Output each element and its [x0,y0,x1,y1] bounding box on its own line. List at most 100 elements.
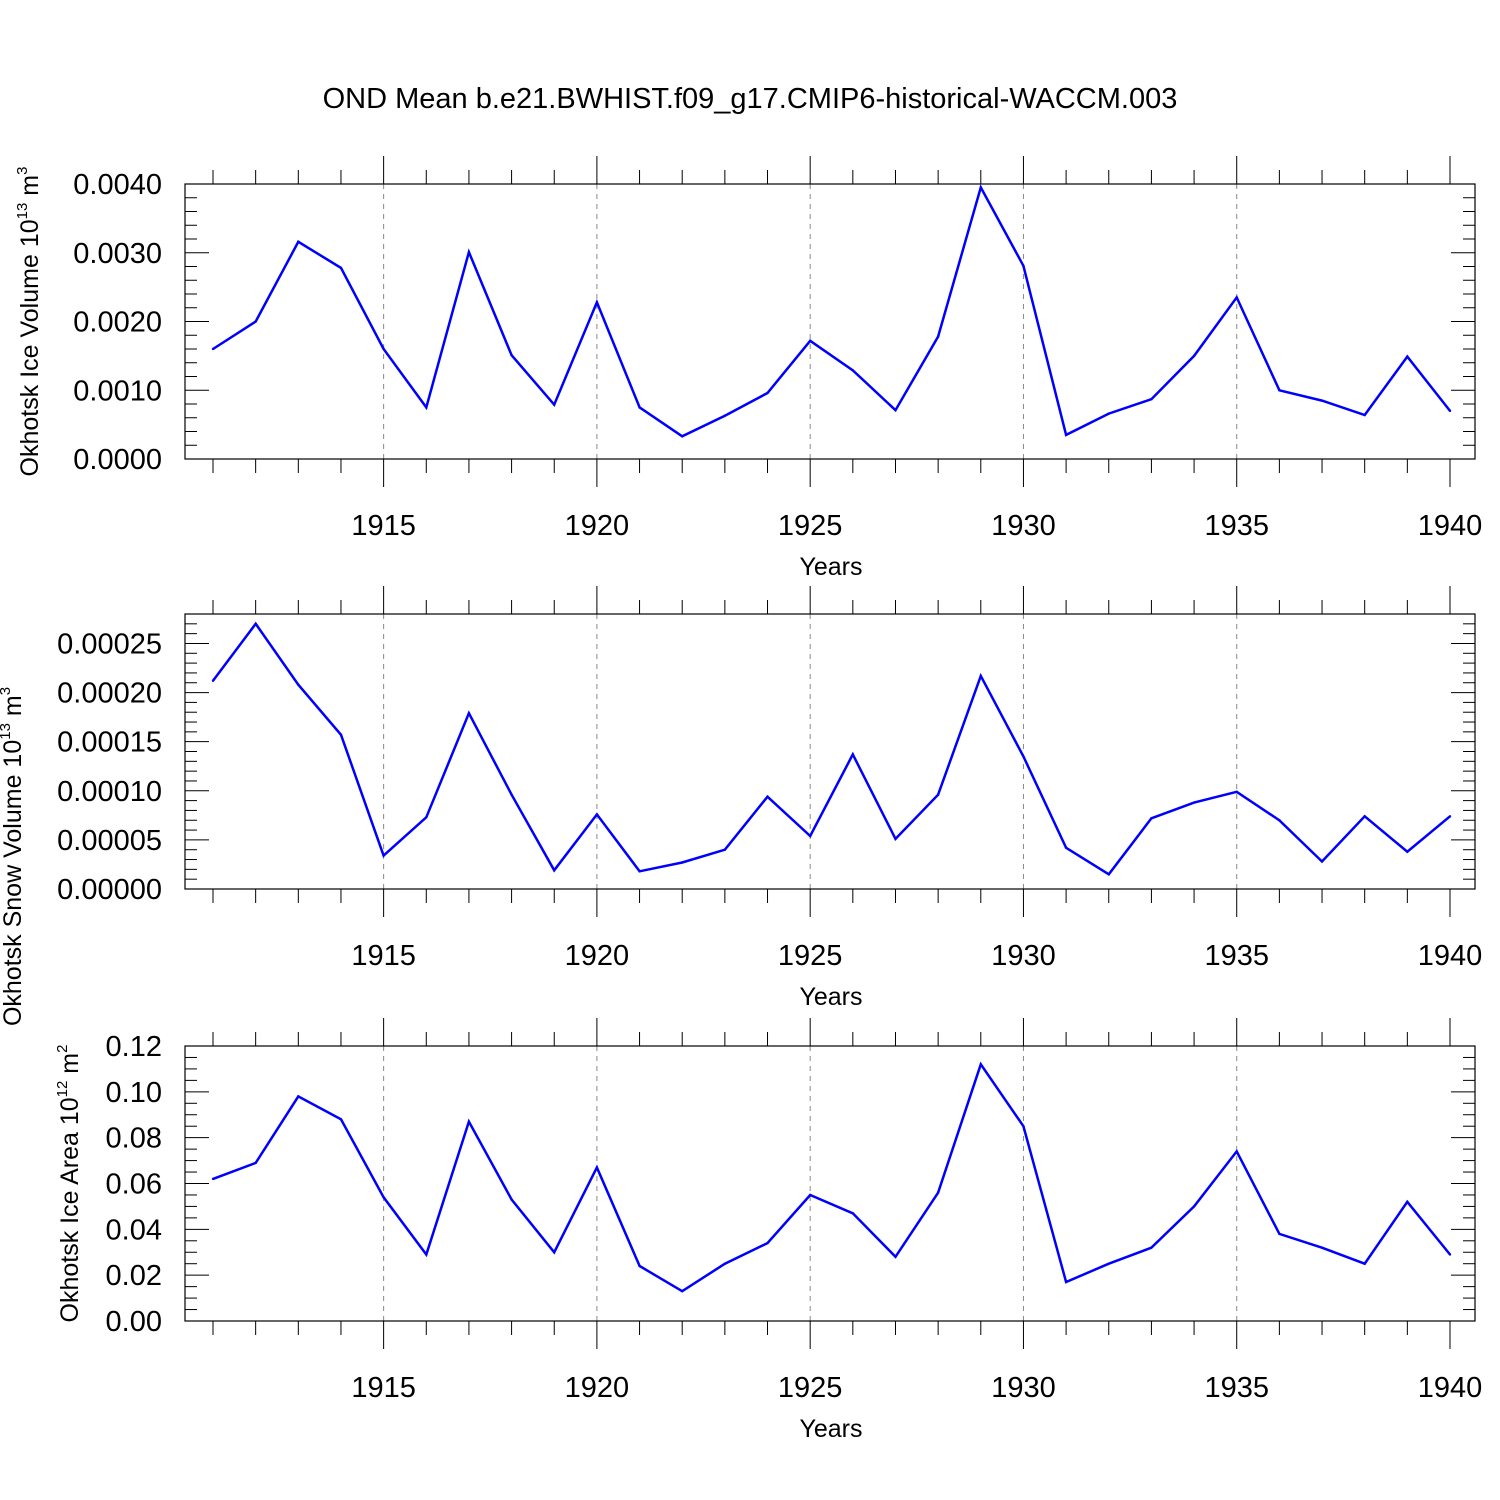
x-tick-label: 1915 [351,940,416,972]
y-tick-label: 0.00010 [57,776,162,808]
data-point [339,266,343,270]
data-point [595,301,599,304]
data-point [1150,1246,1153,1249]
data-point [425,406,428,409]
data-point [808,1193,812,1197]
data-point [1107,1262,1110,1265]
data-point [382,347,385,351]
y-tick-label: 0.12 [106,1031,162,1063]
x-tick-label: 1925 [778,510,843,542]
y-axis-label-unit-exponent: 3 [14,167,31,175]
data-point [894,837,897,841]
y-axis-label-unit-exponent: 3 [0,687,14,695]
x-tick-label: 1935 [1204,1372,1269,1404]
data-point [510,353,513,357]
data-point [1406,355,1409,358]
y-tick-label: 0.00020 [57,678,162,710]
data-point [1192,801,1196,804]
x-tick-label: 1935 [1204,940,1269,972]
data-point [638,406,641,409]
data-point [1278,389,1281,392]
y-axis-label-exponent: 13 [14,203,31,220]
chart-title: OND Mean b.e21.BWHIST.f09_g17.CMIP6-hist… [323,83,1178,115]
data-point [1192,1205,1196,1208]
y-tick-label: 0.00000 [57,874,162,906]
y-tick-label: 0.0030 [73,238,162,270]
data-point [1448,815,1452,818]
data-point [211,347,215,351]
data-point [851,753,855,756]
y-axis-label-unit: m [56,1053,84,1081]
y-tick-label: 0.0020 [73,307,162,339]
y-tick-label: 0.00005 [57,825,162,857]
x-tick-label: 1920 [565,510,630,542]
chart-panel-3: 0.00 0.02 0.04 0.06 0.08 0.10 0.12 1915 1920 1925… [54,1018,1482,1443]
x-tick-label: 1920 [565,1372,630,1404]
data-point [254,622,257,626]
data-point [766,1241,769,1245]
data-point [1320,1246,1324,1249]
y-tick-label: 0.08 [106,1123,162,1155]
data-point [1235,790,1238,793]
plot-frame [184,1045,1476,1322]
x-tick-label: 1925 [778,1372,843,1404]
data-point [1363,1262,1366,1265]
chart-panel-2: 0.00000 0.00005 0.00010 0.00015 0.00020 0.000… [0,586,1482,1026]
x-axis-label: Years [799,1415,862,1443]
data-point [1022,264,1025,268]
data-point [851,369,855,372]
data-point [553,1251,556,1254]
data-point [979,1063,982,1066]
data-point [1150,397,1153,401]
data-point [1064,433,1068,437]
x-tick-label: 1915 [351,510,416,542]
y-tick-label: 0.0000 [73,444,162,476]
data-point [681,1290,684,1293]
x-axis-label: Years [799,553,862,581]
x-tick-label: 1925 [778,940,843,972]
y-axis-label-exponent: 13 [0,723,14,740]
data-point [553,403,556,406]
data-point [723,848,727,851]
data-point [1406,1200,1409,1204]
data-point [297,240,300,243]
y-axis-label-text: Okhotsk Snow Volume 10 [0,740,27,1026]
data-point [894,408,897,412]
x-tick-label: 1935 [1204,510,1269,542]
data-point [979,186,982,189]
data-point [936,793,940,796]
x-tick-label: 1930 [991,940,1056,972]
data-point [1448,1253,1452,1256]
data-point [510,1198,513,1201]
data-point [254,320,257,323]
data-point [979,674,982,678]
data-point [595,1166,599,1169]
y-tick-label: 0.0010 [73,375,162,407]
x-tick-label: 1940 [1418,510,1483,542]
y-tick-label: 0.0040 [73,169,162,201]
data-point [1363,815,1366,818]
data-point [595,813,599,816]
data-point [1320,860,1324,863]
data-point [638,1264,641,1268]
x-tick-label: 1940 [1418,1372,1483,1404]
data-point [851,1212,855,1215]
series-line [211,621,1451,876]
data-point [681,861,684,864]
data-point [1022,1125,1025,1128]
data-point [936,335,940,338]
data-point [339,733,343,737]
data-point [808,339,812,342]
y-axis-label-text: Okhotsk Ice Area 10 [56,1097,84,1322]
data-point [1278,1232,1281,1236]
data-point [1107,412,1110,415]
y-tick-label: 0.06 [106,1169,162,1201]
data-point [211,679,215,682]
x-axis-label: Years [799,983,862,1011]
x-tick-label: 1930 [991,510,1056,542]
data-point [1022,755,1025,758]
data-point [1448,409,1452,413]
chart-panel-1: 0.0000 0.0010 0.0020 0.0030 0.0040 1915 1920 19… [14,156,1482,581]
data-point [211,1177,215,1181]
